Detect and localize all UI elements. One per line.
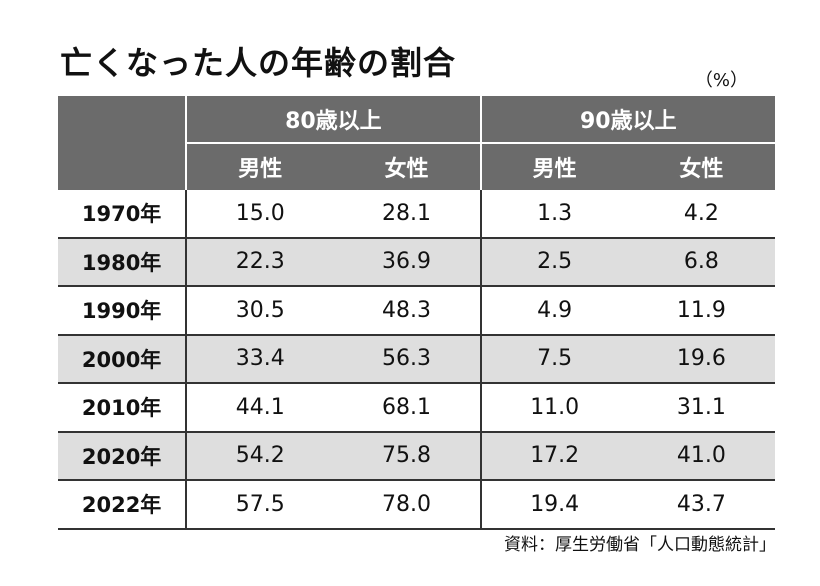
value-cell: 11.0 [480, 383, 628, 433]
value-cell: 22.3 [186, 237, 334, 287]
row-year-cell: 1980年 [58, 237, 188, 287]
table-row: 2020年 54.2 75.8 17.2 41.0 [58, 431, 775, 481]
row-year-cell: 1970年 [58, 190, 188, 239]
value-cell: 17.2 [480, 431, 628, 481]
value-cell: 54.2 [186, 431, 334, 481]
table-row: 2022年 57.5 78.0 19.4 43.7 [58, 480, 775, 530]
unit-label: （%） [694, 70, 748, 91]
value-cell: 11.9 [627, 286, 775, 336]
value-cell: 43.7 [627, 480, 775, 530]
row-year-cell: 2022年 [58, 480, 188, 530]
value-cell: 33.4 [186, 334, 334, 384]
value-cell: 36.9 [333, 237, 482, 287]
group-header-row: 80歳以上 90歳以上 [58, 96, 775, 190]
value-cell: 2.5 [480, 237, 628, 287]
row-year-cell: 2010年 [58, 383, 188, 433]
value-cell: 30.5 [186, 286, 334, 336]
table-row: 1990年 30.5 48.3 4.9 11.9 [58, 286, 775, 336]
sub-header-row: 男性 女性 男性 女性 [58, 142, 775, 190]
value-cell: 6.8 [627, 237, 775, 287]
value-cell: 19.4 [480, 480, 628, 530]
row-year-cell: 2020年 [58, 431, 188, 481]
group-header-90: 90歳以上 [480, 96, 775, 143]
sub-header-male-80: 男性 [186, 142, 334, 190]
table-row: 1970年 15.0 28.1 1.3 4.2 [58, 190, 775, 239]
row-year-cell: 1990年 [58, 286, 188, 336]
table-row: 2000年 33.4 56.3 7.5 19.6 [58, 334, 775, 384]
value-cell: 4.2 [627, 190, 775, 239]
chart-title: 亡くなった人の年齢の割合 [60, 44, 457, 82]
value-cell: 4.9 [480, 286, 628, 336]
sub-header-female-80: 女性 [333, 142, 482, 190]
table-row: 2010年 44.1 68.1 11.0 31.1 [58, 383, 775, 433]
value-cell: 28.1 [333, 190, 482, 239]
value-cell: 44.1 [186, 383, 334, 433]
source-note: 資料：厚生労働省「人口動態統計」 [504, 535, 776, 555]
value-cell: 78.0 [333, 480, 482, 530]
value-cell: 56.3 [333, 334, 482, 384]
value-cell: 41.0 [627, 431, 775, 481]
value-cell: 7.5 [480, 334, 628, 384]
row-year-cell: 2000年 [58, 334, 188, 384]
value-cell: 1.3 [480, 190, 628, 239]
table-row: 1980年 22.3 36.9 2.5 6.8 [58, 237, 775, 287]
value-cell: 19.6 [627, 334, 775, 384]
table-body: 1970年 15.0 28.1 1.3 4.2 1980年 22.3 36.9 2.5 6.8 19… [58, 190, 775, 530]
value-cell: 57.5 [186, 480, 334, 530]
corner-cell [58, 96, 188, 190]
group-header-80: 80歳以上 [186, 96, 482, 143]
value-cell: 68.1 [333, 383, 482, 433]
data-table: 80歳以上 90歳以上 男性 女性 男性 女性 1970年 15.0 28.1 1.3… [58, 96, 775, 530]
value-cell: 31.1 [627, 383, 775, 433]
sub-header-male-90: 男性 [480, 142, 628, 190]
sub-header-female-90: 女性 [627, 142, 775, 190]
value-cell: 75.8 [333, 431, 482, 481]
value-cell: 48.3 [333, 286, 482, 336]
value-cell: 15.0 [186, 190, 334, 239]
